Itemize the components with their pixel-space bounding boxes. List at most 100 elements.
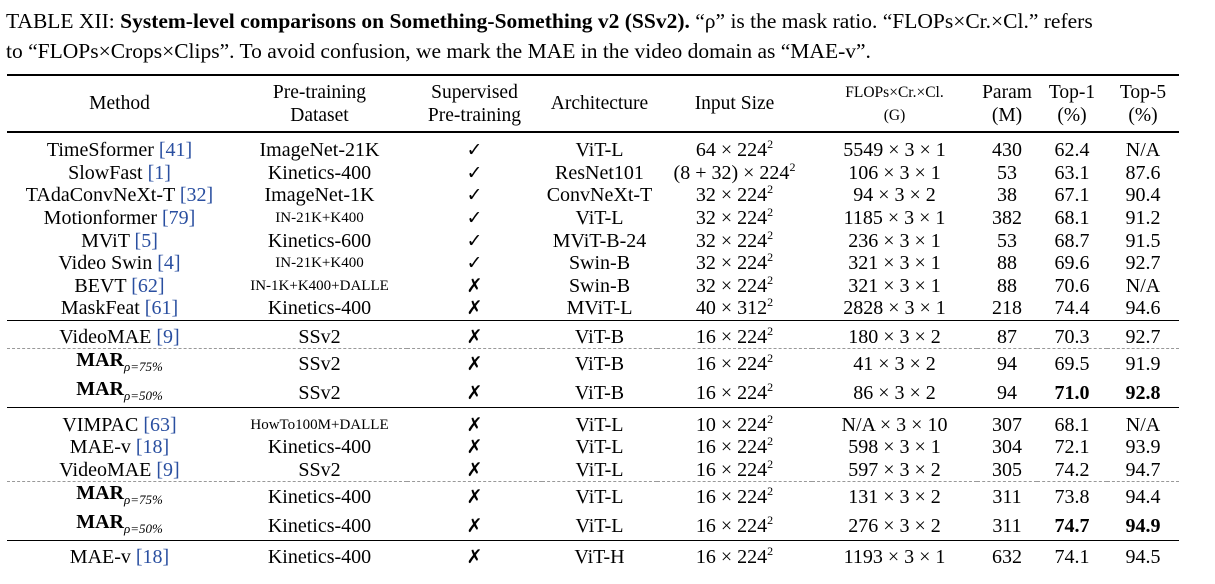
cell-dataset: Kinetics-400	[232, 540, 407, 569]
header-param: Param (M)	[977, 74, 1037, 132]
cell-input-size: 16 × 2242	[695, 456, 774, 481]
citation-link[interactable]: [32]	[179, 184, 214, 207]
cell-input-size: 32 × 2242	[695, 272, 774, 297]
cross-icon: ✗	[407, 407, 542, 436]
cell-top5: N/A	[1107, 131, 1179, 162]
cell-top1: 68.1	[1054, 207, 1090, 230]
cell-architecture: ViT-B	[574, 381, 625, 404]
table-row: Motionformer [79] IN-21K+K400 ✓ ViT-L 32 × 2…	[7, 206, 1179, 230]
table-row: MAE-v [18] Kinetics-400 ✗ ViT-L 16 × 2242 598…	[7, 435, 1179, 459]
citation-link[interactable]: [63]	[143, 413, 177, 436]
cell-architecture: ViT-H	[542, 540, 657, 569]
cell-param: 311	[992, 514, 1022, 537]
header-dataset: Pre-training Dataset	[232, 74, 407, 132]
cell-method: MARρ=50%	[7, 378, 232, 408]
table-row: VideoMAE [9] SSv2 ✗ ViT-L 16 × 2242 597 × 3 ×…	[7, 456, 1179, 482]
cell-architecture: ViT-B	[542, 348, 657, 379]
citation-link[interactable]: [5]	[134, 229, 158, 252]
cell-architecture: ViT-L	[575, 207, 624, 230]
cell-architecture: ViT-L	[575, 514, 624, 537]
cell-method: VIMPAC [63]	[7, 407, 232, 436]
header-input-size: Input Size	[657, 74, 812, 132]
table-row: SlowFast [1] Kinetics-400 ✓ ResNet101 (8 + 3…	[7, 161, 1179, 185]
cell-param: 311	[977, 481, 1037, 512]
cell-dataset: Kinetics-400	[232, 481, 407, 512]
cell-top1: 74.2	[1054, 458, 1090, 481]
cell-architecture: Swin-B	[568, 252, 631, 275]
method-name: Motionformer	[43, 207, 162, 230]
method-name: MARρ=50%	[76, 378, 163, 404]
cell-dataset: Kinetics-400	[267, 514, 372, 537]
cell-flops: 2828 × 3 × 1	[843, 297, 946, 320]
cell-top1: 73.8	[1037, 481, 1107, 512]
cross-icon: ✗	[466, 514, 483, 537]
cell-top5: 90.4	[1125, 184, 1161, 207]
citation-link[interactable]: [1]	[147, 161, 171, 184]
cell-architecture: ViT-L	[542, 407, 657, 436]
cell-input-size: 32 × 2242	[695, 182, 774, 207]
method-name: VIMPAC	[62, 413, 144, 436]
cell-input-size: 40 × 3122	[695, 295, 774, 320]
citation-link[interactable]: [9]	[156, 326, 180, 349]
cell-input-size: 64 × 2242	[657, 131, 812, 162]
cell-flops: 86 × 3 × 2	[853, 381, 936, 404]
cell-method: Video Swin [4]	[7, 252, 232, 275]
cell-architecture: ViT-L	[575, 436, 624, 459]
citation-link[interactable]: [18]	[135, 546, 170, 569]
cell-top1: 69.5	[1037, 348, 1107, 379]
cell-param: 430	[977, 131, 1037, 162]
table-row: BEVT [62] IN-1K+K400+DALLE ✗ Swin-B 32 × 224…	[7, 272, 1179, 298]
citation-link[interactable]: [4]	[157, 252, 181, 275]
method-name: MARρ=75%	[76, 349, 163, 375]
cell-top1: 68.1	[1037, 407, 1107, 436]
cell-param: 632	[977, 540, 1037, 569]
cell-top5: 94.4	[1107, 481, 1179, 512]
cell-dataset: HowTo100M+DALLE	[232, 407, 407, 436]
table-row: MARρ=50% Kinetics-400 ✗ ViT-L 16 × 2242 276 ×…	[7, 511, 1179, 541]
cell-flops: 180 × 3 × 2	[812, 319, 977, 349]
cell-flops: 131 × 3 × 2	[812, 481, 977, 512]
check-icon: ✓	[466, 161, 483, 184]
cell-param: 38	[997, 184, 1017, 207]
cell-top5: 92.8	[1125, 381, 1161, 404]
cell-param: 88	[997, 252, 1017, 275]
cell-method: MAE-v [18]	[7, 436, 232, 459]
cell-top5: 91.9	[1107, 348, 1179, 379]
header-row: Method Pre-training Dataset Supervised Pre…	[7, 74, 1179, 132]
cell-method: BEVT [62]	[7, 275, 232, 298]
cell-dataset: SSv2	[232, 348, 407, 379]
check-icon: ✓	[466, 252, 483, 275]
method-name: TimeSformer	[46, 139, 159, 162]
cell-flops: 41 × 3 × 2	[812, 348, 977, 379]
cell-dataset: IN-1K+K400+DALLE	[250, 277, 389, 294]
citation-link[interactable]: [61]	[144, 297, 179, 320]
table-row: MARρ=75% Kinetics-400 ✗ ViT-L 16 × 2242 131 ×…	[7, 481, 1179, 512]
cross-icon: ✗	[407, 481, 542, 512]
cell-input-size: 32 × 2242	[695, 250, 774, 275]
cell-dataset: Kinetics-600	[267, 229, 372, 252]
cell-input-size: 16 × 2242	[695, 512, 774, 537]
cell-architecture: ConvNeXt-T	[546, 184, 653, 207]
citation-link[interactable]: [41]	[158, 139, 193, 162]
method-name: MAE-v	[69, 436, 136, 459]
citation-link[interactable]: [9]	[156, 458, 180, 481]
citation-link[interactable]: [62]	[131, 274, 165, 297]
cell-flops: 321 × 3 × 1	[848, 252, 941, 275]
cell-architecture: MViT-B-24	[552, 229, 647, 252]
cell-architecture: ViT-L	[542, 131, 657, 162]
cell-flops: 5549 × 3 × 1	[812, 131, 977, 162]
cell-flops: 94 × 3 × 2	[853, 184, 936, 207]
citation-link[interactable]: [79]	[161, 207, 196, 230]
cell-flops: 1185 × 3 × 1	[843, 207, 946, 230]
table-row: MViT [5] Kinetics-600 ✓ MViT-B-24 32 × 2242 2…	[7, 229, 1179, 252]
table-row: MaskFeat [61] Kinetics-400 ✗ MViT-L 40 × 312…	[7, 295, 1179, 320]
citation-link[interactable]: [18]	[135, 436, 170, 459]
header-method: Method	[7, 74, 232, 132]
table-body: TimeSformer [41] ImageNet-21K ✓ ViT-L 64 × 2…	[7, 131, 1179, 569]
cell-flops: 597 × 3 × 2	[848, 458, 941, 481]
check-icon: ✓	[407, 131, 542, 162]
cell-param: 382	[992, 207, 1022, 230]
table-row: VIMPAC [63] HowTo100M+DALLE ✗ ViT-L 10 × 224…	[7, 407, 1179, 436]
cell-architecture: ViT-B	[542, 319, 657, 349]
cell-param: 94	[977, 348, 1037, 379]
